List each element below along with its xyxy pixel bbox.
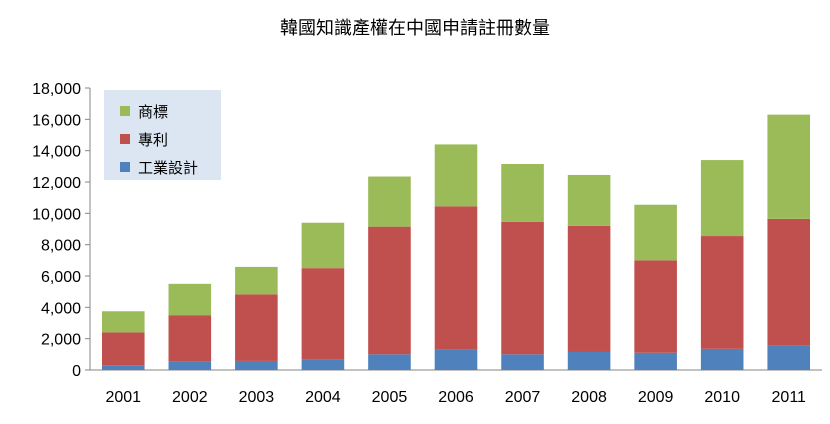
- legend-label: 商標: [138, 103, 168, 121]
- legend-label: 工業設計: [138, 159, 198, 177]
- bar-segment: [235, 294, 278, 361]
- x-tick-label: 2001: [105, 389, 141, 406]
- bar-segment: [700, 348, 744, 370]
- bar-segment: [301, 222, 345, 269]
- bar-segment: [767, 218, 811, 346]
- bar-segment: [501, 221, 544, 355]
- bar-segment: [101, 365, 145, 370]
- bar-segment: [434, 144, 478, 207]
- bars: [101, 114, 811, 370]
- y-tick-label: 18,000: [32, 81, 81, 98]
- x-tick-label: 2006: [438, 389, 474, 406]
- y-tick-label: 2,000: [41, 332, 81, 349]
- bar-segment: [501, 163, 544, 222]
- bar-segment: [368, 354, 411, 370]
- x-tick-label: 2010: [704, 389, 740, 406]
- bar-segment: [235, 360, 278, 370]
- bar-segment: [767, 114, 811, 219]
- y-tick-label: 12,000: [32, 175, 81, 192]
- bar-segment: [634, 352, 677, 370]
- x-tick-label: 2004: [305, 389, 341, 406]
- bar-segment: [567, 174, 611, 226]
- bar-segment: [368, 226, 411, 355]
- bar-segment: [634, 204, 677, 261]
- bar-segment: [567, 351, 611, 370]
- bar-segment: [434, 349, 478, 370]
- x-tick-label: 2002: [172, 389, 208, 406]
- bar-segment: [501, 354, 544, 370]
- bar-segment: [101, 332, 145, 366]
- x-tick-label: 2003: [239, 389, 275, 406]
- y-tick-label: 8,000: [41, 238, 81, 255]
- bar-segment: [301, 268, 345, 360]
- y-tick-label: 4,000: [41, 300, 81, 317]
- x-tick-label: 2011: [772, 389, 807, 406]
- bar-segment: [368, 176, 411, 227]
- legend-swatch: [120, 134, 130, 144]
- chart-title: 韓國知識產權在中國申請註冊數量: [280, 18, 550, 39]
- bar-segment: [434, 206, 478, 350]
- bar-segment: [168, 315, 212, 362]
- axes: 0 2,000 4,000 6,000 8,000 10,000 12,000 14,000 1…: [32, 81, 822, 406]
- y-tick-label: 14,000: [32, 144, 81, 161]
- legend-label: 專利: [138, 131, 168, 149]
- legend-swatch: [120, 162, 130, 172]
- x-tick-label: 2007: [505, 389, 541, 406]
- bar-segment: [168, 361, 212, 370]
- bar-segment: [767, 345, 811, 370]
- y-tick-label: 10,000: [32, 206, 81, 223]
- bar-segment: [634, 260, 677, 353]
- x-tick-label: 2009: [638, 389, 674, 406]
- bar-segment: [101, 311, 145, 333]
- x-tick-label: 2005: [372, 389, 408, 406]
- bar-segment: [700, 236, 744, 349]
- bar-segment: [301, 359, 345, 370]
- bar-segment: [168, 283, 212, 316]
- y-tick-label: 16,000: [32, 112, 81, 129]
- bar-segment: [567, 225, 611, 352]
- y-tick-label: 0: [72, 363, 81, 380]
- legend-swatch: [120, 106, 130, 116]
- bar-segment: [700, 160, 744, 237]
- y-tick-label: 6,000: [41, 269, 81, 286]
- bar-segment: [235, 266, 278, 295]
- x-tick-label: 2008: [571, 389, 607, 406]
